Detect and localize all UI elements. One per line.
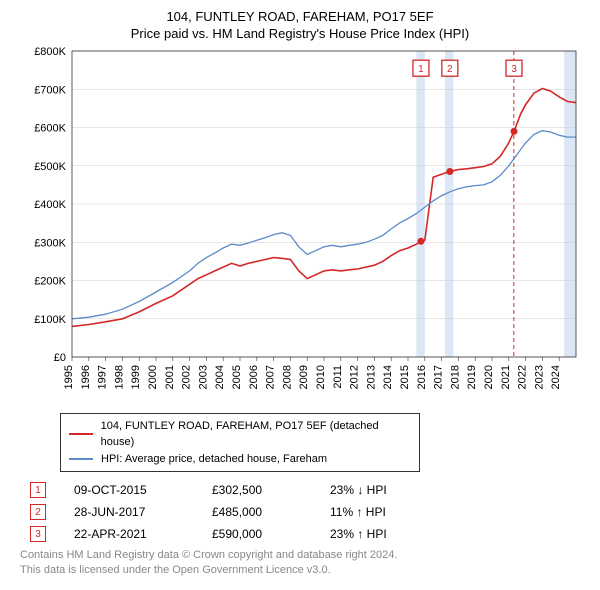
license-text: Contains HM Land Registry data © Crown c… xyxy=(20,548,580,578)
svg-text:2018: 2018 xyxy=(449,365,461,389)
legend-item: HPI: Average price, detached house, Fare… xyxy=(69,451,411,468)
svg-text:2016: 2016 xyxy=(416,365,428,389)
event-row: 2 28-JUN-2017 £485,000 11% ↑ HPI xyxy=(30,504,600,520)
events-table: 1 09-OCT-2015 £302,500 23% ↓ HPI 2 28-JUN-201… xyxy=(30,482,600,542)
svg-text:2019: 2019 xyxy=(466,365,478,389)
svg-text:2013: 2013 xyxy=(365,365,377,389)
svg-text:2012: 2012 xyxy=(349,365,361,389)
svg-text:£300K: £300K xyxy=(34,237,66,249)
chart-subtitle: Price paid vs. HM Land Registry's House … xyxy=(0,26,600,47)
svg-text:2021: 2021 xyxy=(500,365,512,389)
license-line-1: Contains HM Land Registry data © Crown c… xyxy=(20,548,580,563)
svg-text:2017: 2017 xyxy=(433,365,445,389)
svg-text:1998: 1998 xyxy=(113,365,125,389)
svg-text:2014: 2014 xyxy=(382,365,394,389)
event-marker: 3 xyxy=(30,526,46,542)
legend-item: 104, FUNTLEY ROAD, FAREHAM, PO17 5EF (de… xyxy=(69,418,411,451)
svg-text:2003: 2003 xyxy=(197,365,209,389)
event-marker: 2 xyxy=(30,504,46,520)
svg-text:£200K: £200K xyxy=(34,275,66,287)
event-row: 3 22-APR-2021 £590,000 23% ↑ HPI xyxy=(30,526,600,542)
svg-text:1997: 1997 xyxy=(97,365,109,389)
chart-area: £0 £100K £200K £300K £400K £500K £600K £700K £80… xyxy=(20,47,580,407)
legend-swatch xyxy=(69,458,93,460)
svg-text:1995: 1995 xyxy=(63,365,75,389)
legend: 104, FUNTLEY ROAD, FAREHAM, PO17 5EF (de… xyxy=(60,413,420,473)
svg-text:1996: 1996 xyxy=(80,365,92,389)
svg-text:£400K: £400K xyxy=(34,199,66,211)
event-row: 1 09-OCT-2015 £302,500 23% ↓ HPI xyxy=(30,482,600,498)
svg-text:2020: 2020 xyxy=(483,365,495,389)
event-price: £302,500 xyxy=(212,483,302,497)
event-price: £590,000 xyxy=(212,527,302,541)
svg-text:2006: 2006 xyxy=(248,365,260,389)
event-date: 09-OCT-2015 xyxy=(74,483,184,497)
svg-text:£500K: £500K xyxy=(34,160,66,172)
legend-label: HPI: Average price, detached house, Fare… xyxy=(101,451,327,468)
svg-text:£800K: £800K xyxy=(34,47,66,58)
svg-text:2007: 2007 xyxy=(265,365,277,389)
svg-text:2015: 2015 xyxy=(399,365,411,389)
chart-title: 104, FUNTLEY ROAD, FAREHAM, PO17 5EF xyxy=(0,0,600,26)
svg-text:2023: 2023 xyxy=(533,365,545,389)
svg-text:£100K: £100K xyxy=(34,313,66,325)
event-marker: 1 xyxy=(30,482,46,498)
svg-text:2011: 2011 xyxy=(332,365,344,389)
svg-text:£600K: £600K xyxy=(34,122,66,134)
svg-text:2008: 2008 xyxy=(281,365,293,389)
event-date: 22-APR-2021 xyxy=(74,527,184,541)
event-hpi: 11% ↑ HPI xyxy=(330,505,440,519)
svg-text:2010: 2010 xyxy=(315,365,327,389)
svg-text:2004: 2004 xyxy=(214,365,226,389)
svg-text:2000: 2000 xyxy=(147,365,159,389)
svg-text:2002: 2002 xyxy=(181,365,193,389)
svg-text:2001: 2001 xyxy=(164,365,176,389)
event-date: 28-JUN-2017 xyxy=(74,505,184,519)
svg-text:£700K: £700K xyxy=(34,84,66,96)
event-hpi: 23% ↓ HPI xyxy=(330,483,440,497)
svg-text:3: 3 xyxy=(511,64,517,75)
license-line-2: This data is licensed under the Open Gov… xyxy=(20,563,580,578)
event-price: £485,000 xyxy=(212,505,302,519)
legend-label: 104, FUNTLEY ROAD, FAREHAM, PO17 5EF (de… xyxy=(101,418,411,451)
svg-text:2: 2 xyxy=(447,64,453,75)
svg-text:2022: 2022 xyxy=(517,365,529,389)
event-hpi: 23% ↑ HPI xyxy=(330,527,440,541)
svg-text:2005: 2005 xyxy=(231,365,243,389)
svg-text:£0: £0 xyxy=(54,352,66,364)
svg-text:2024: 2024 xyxy=(550,365,562,389)
legend-swatch xyxy=(69,433,93,435)
chart-svg: £0 £100K £200K £300K £400K £500K £600K £700K £80… xyxy=(20,47,580,407)
svg-text:1999: 1999 xyxy=(130,365,142,389)
svg-text:1: 1 xyxy=(418,64,424,75)
svg-text:2009: 2009 xyxy=(298,365,310,389)
